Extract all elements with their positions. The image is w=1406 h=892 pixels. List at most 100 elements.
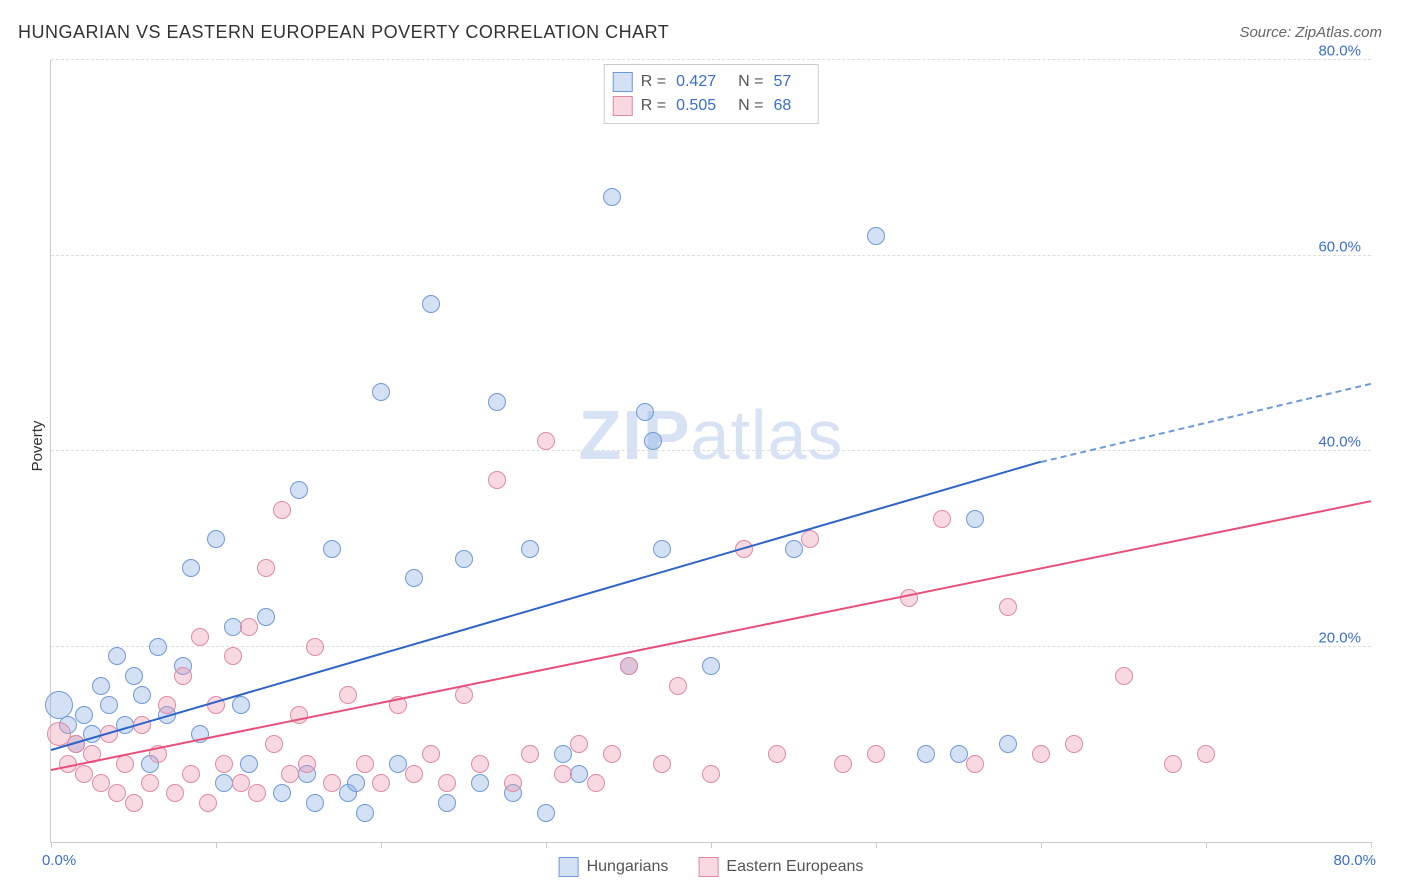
- data-point: [521, 745, 539, 763]
- data-point: [1115, 667, 1133, 685]
- data-point: [347, 774, 365, 792]
- data-point: [587, 774, 605, 792]
- data-point: [570, 735, 588, 753]
- data-point: [603, 745, 621, 763]
- data-point: [158, 696, 176, 714]
- data-point: [933, 510, 951, 528]
- gridline: [51, 450, 1371, 451]
- data-point: [554, 765, 572, 783]
- data-point: [521, 540, 539, 558]
- x-tick: [1041, 842, 1042, 848]
- data-point: [166, 784, 184, 802]
- data-point: [1197, 745, 1215, 763]
- data-point: [298, 755, 316, 773]
- data-point: [570, 765, 588, 783]
- swatch-hungarians: [613, 72, 633, 92]
- data-point: [215, 774, 233, 792]
- data-point: [438, 794, 456, 812]
- data-point: [644, 432, 662, 450]
- data-point: [108, 784, 126, 802]
- legend-swatch-eastern: [698, 857, 718, 877]
- x-tick: [876, 842, 877, 848]
- data-point: [488, 393, 506, 411]
- data-point: [669, 677, 687, 695]
- data-point: [323, 774, 341, 792]
- legend-item-eastern: Eastern Europeans: [698, 857, 863, 877]
- data-point: [653, 755, 671, 773]
- x-tick: [711, 842, 712, 848]
- data-point: [785, 540, 803, 558]
- y-tick-label: 20.0%: [1318, 629, 1361, 646]
- data-point: [438, 774, 456, 792]
- source-attribution: Source: ZipAtlas.com: [1239, 24, 1382, 41]
- data-point: [356, 755, 374, 773]
- data-point: [471, 755, 489, 773]
- data-point: [504, 774, 522, 792]
- x-tick: [1371, 842, 1372, 848]
- data-point: [389, 755, 407, 773]
- legend-label: Eastern Europeans: [726, 858, 863, 876]
- data-point: [265, 735, 283, 753]
- gridline: [51, 59, 1371, 60]
- data-point: [372, 774, 390, 792]
- x-axis-min-label: 0.0%: [42, 852, 76, 869]
- data-point: [966, 510, 984, 528]
- data-point: [603, 188, 621, 206]
- data-point: [281, 765, 299, 783]
- data-point: [834, 755, 852, 773]
- watermark: ZIPatlas: [579, 395, 844, 475]
- data-point: [323, 540, 341, 558]
- data-point: [917, 745, 935, 763]
- data-point: [174, 667, 192, 685]
- y-tick-label: 40.0%: [1318, 434, 1361, 451]
- data-point: [232, 696, 250, 714]
- data-point: [92, 677, 110, 695]
- data-point: [149, 638, 167, 656]
- data-point: [240, 618, 258, 636]
- y-tick-label: 60.0%: [1318, 238, 1361, 255]
- legend-swatch-hungarians: [559, 857, 579, 877]
- trend-line: [51, 461, 1042, 751]
- data-point: [653, 540, 671, 558]
- data-point: [488, 471, 506, 489]
- data-point: [240, 755, 258, 773]
- data-point: [273, 501, 291, 519]
- data-point: [191, 628, 209, 646]
- data-point: [100, 696, 118, 714]
- data-point: [999, 598, 1017, 616]
- stats-row-eastern: R = 0.505 N = 68: [613, 94, 806, 118]
- data-point: [108, 647, 126, 665]
- data-point: [306, 794, 324, 812]
- legend-item-hungarians: Hungarians: [559, 857, 669, 877]
- data-point: [636, 403, 654, 421]
- gridline: [51, 255, 1371, 256]
- correlation-stats-box: R = 0.427 N = 57 R = 0.505 N = 68: [604, 64, 819, 124]
- data-point: [141, 774, 159, 792]
- data-point: [339, 686, 357, 704]
- data-point: [133, 686, 151, 704]
- data-point: [867, 227, 885, 245]
- data-point: [207, 530, 225, 548]
- data-point: [801, 530, 819, 548]
- data-point: [372, 383, 390, 401]
- data-point: [405, 765, 423, 783]
- data-point: [224, 647, 242, 665]
- data-point: [1065, 735, 1083, 753]
- data-point: [125, 794, 143, 812]
- data-point: [257, 608, 275, 626]
- data-point: [620, 657, 638, 675]
- data-point: [75, 765, 93, 783]
- data-point: [422, 295, 440, 313]
- data-point: [471, 774, 489, 792]
- data-point: [405, 569, 423, 587]
- data-point: [768, 745, 786, 763]
- gridline: [51, 646, 1371, 647]
- swatch-eastern: [613, 96, 633, 116]
- data-point: [232, 774, 250, 792]
- x-tick: [546, 842, 547, 848]
- data-point: [182, 559, 200, 577]
- data-point: [537, 804, 555, 822]
- data-point: [290, 481, 308, 499]
- data-point: [92, 774, 110, 792]
- data-point: [455, 550, 473, 568]
